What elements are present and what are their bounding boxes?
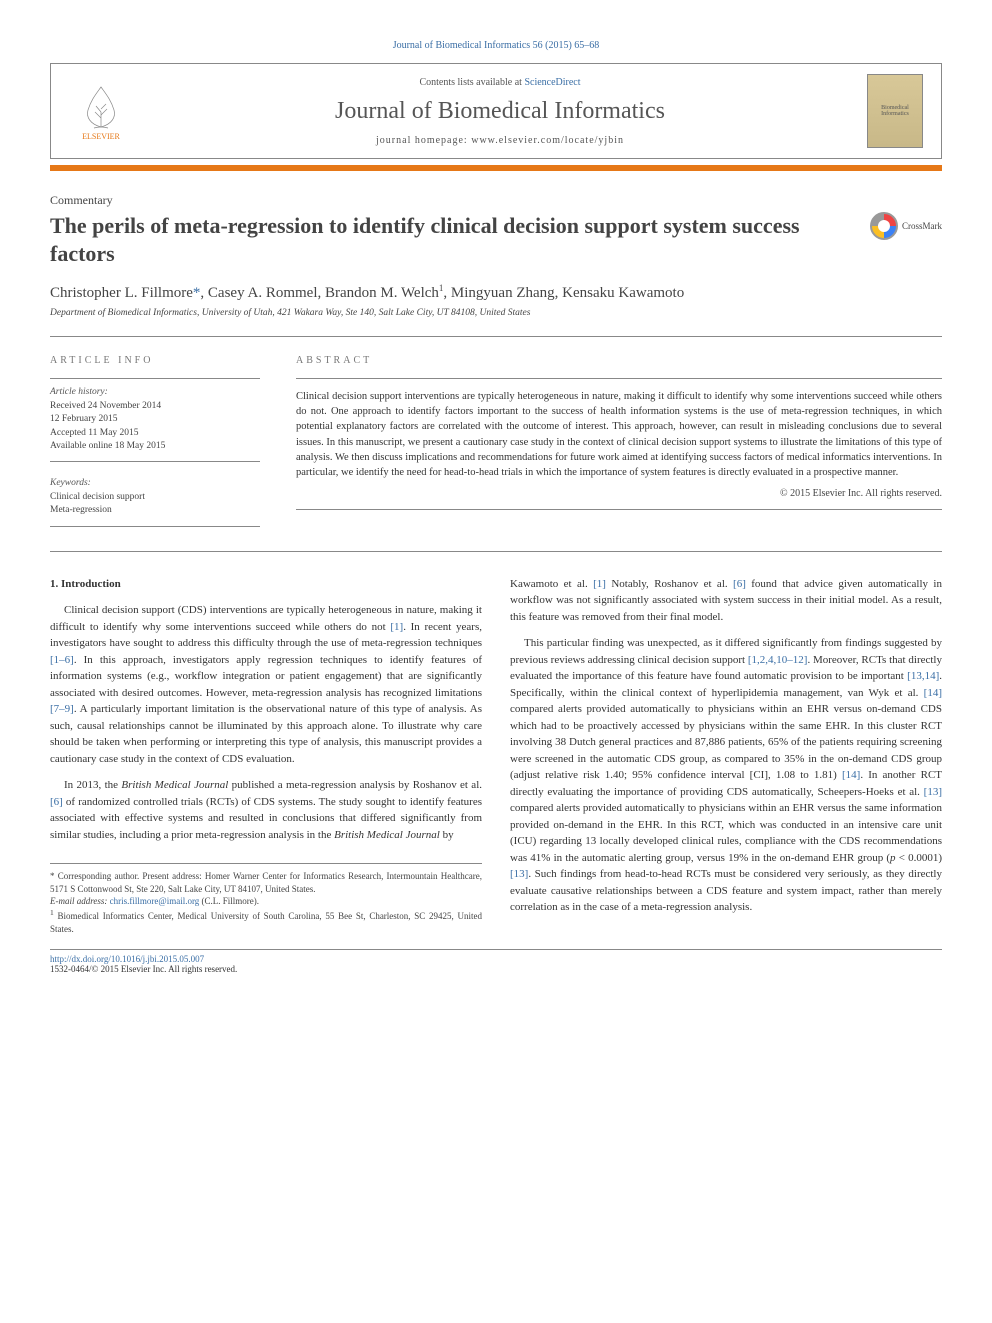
ref-link[interactable]: [14] — [842, 769, 860, 781]
ref-link[interactable]: [13,14] — [907, 670, 939, 682]
contents-line: Contents lists available at ScienceDirec… — [133, 77, 867, 88]
article-type: Commentary — [50, 193, 942, 208]
crossmark-icon — [870, 212, 898, 240]
abstract-copyright: © 2015 Elsevier Inc. All rights reserved… — [296, 488, 942, 499]
crossmark-label: CrossMark — [902, 221, 942, 231]
ref-link[interactable]: [14] — [924, 687, 942, 699]
journal-name: Journal of Biomedical Informatics — [133, 98, 867, 125]
right-column: Kawamoto et al. [1] Notably, Roshanov et… — [510, 576, 942, 935]
right-para-2: This particular finding was unexpected, … — [510, 635, 942, 916]
doi-link[interactable]: http://dx.doi.org/10.1016/j.jbi.2015.05.… — [50, 954, 204, 964]
ref-link[interactable]: [7–9] — [50, 703, 74, 715]
accent-rule — [50, 165, 942, 171]
journal-header: ELSEVIER Contents lists available at Sci… — [50, 63, 942, 159]
history-label: Article history: — [50, 387, 260, 397]
article-title: The perils of meta-regression to identif… — [50, 212, 850, 267]
history-block: Article history: Received 24 November 20… — [50, 378, 260, 527]
homepage-prefix: journal homepage: — [376, 135, 471, 146]
keyword-2: Meta-regression — [50, 504, 260, 517]
affiliation-footnote: 1 Biomedical Informatics Center, Medical… — [50, 908, 482, 935]
intro-para-1: Clinical decision support (CDS) interven… — [50, 602, 482, 767]
right-para-1: Kawamoto et al. [1] Notably, Roshanov et… — [510, 576, 942, 626]
ref-link[interactable]: [13] — [510, 868, 528, 880]
issn-copyright: 1532-0464/© 2015 Elsevier Inc. All right… — [50, 964, 237, 974]
corresponding-footnote: * Corresponding author. Present address:… — [50, 870, 482, 895]
footnotes: * Corresponding author. Present address:… — [50, 863, 482, 935]
elsevier-tree-icon — [76, 82, 126, 132]
homepage-url[interactable]: www.elsevier.com/locate/yjbin — [471, 135, 624, 146]
authors-mid: , Casey A. Rommel, Brandon M. Welch — [200, 285, 439, 301]
keyword-1: Clinical decision support — [50, 491, 260, 504]
left-column: 1. Introduction Clinical decision suppor… — [50, 576, 482, 935]
ref-link[interactable]: [1,2,4,10–12] — [748, 654, 808, 666]
accepted-date: Accepted 11 May 2015 — [50, 427, 260, 440]
title-row: The perils of meta-regression to identif… — [50, 212, 942, 267]
elsevier-label: ELSEVIER — [82, 132, 120, 141]
ref-link[interactable]: [1–6] — [50, 654, 74, 666]
article-info-heading: ARTICLE INFO — [50, 355, 260, 366]
journal-cover-thumbnail: Biomedical Informatics — [867, 74, 923, 148]
contents-prefix: Contents lists available at — [419, 77, 524, 88]
revised-date: 12 February 2015 — [50, 413, 260, 426]
elsevier-logo: ELSEVIER — [69, 76, 133, 146]
ref-link[interactable]: [13] — [924, 786, 942, 798]
abstract-block: ABSTRACT Clinical decision support inter… — [296, 355, 942, 535]
header-center: Contents lists available at ScienceDirec… — [133, 77, 867, 146]
body-columns: 1. Introduction Clinical decision suppor… — [50, 576, 942, 935]
affiliation: Department of Biomedical Informatics, Un… — [50, 308, 942, 318]
intro-para-2: In 2013, the British Medical Journal pub… — [50, 777, 482, 843]
journal-reference: Journal of Biomedical Informatics 56 (20… — [50, 40, 942, 51]
authors: Christopher L. Fillmore*, Casey A. Romme… — [50, 283, 942, 302]
article-info: ARTICLE INFO Article history: Received 2… — [50, 355, 260, 535]
doi-block: http://dx.doi.org/10.1016/j.jbi.2015.05.… — [50, 949, 942, 974]
email-footnote: E-mail address: chris.fillmore@imail.org… — [50, 895, 482, 908]
sciencedirect-link[interactable]: ScienceDirect — [524, 77, 580, 88]
cover-text: Biomedical Informatics — [868, 105, 922, 117]
section-1-heading: 1. Introduction — [50, 576, 482, 593]
ref-link[interactable]: [6] — [50, 796, 63, 808]
abstract-heading: ABSTRACT — [296, 355, 942, 366]
body-rule — [50, 551, 942, 552]
ref-link[interactable]: [6] — [733, 578, 746, 590]
ref-link[interactable]: [1] — [390, 621, 403, 633]
author-1: Christopher L. Fillmore — [50, 285, 193, 301]
authors-tail: , Mingyuan Zhang, Kensaku Kawamoto — [443, 285, 684, 301]
meta-row: ARTICLE INFO Article history: Received 2… — [50, 336, 942, 535]
abstract-text: Clinical decision support interventions … — [296, 389, 942, 480]
ref-link[interactable]: [1] — [593, 578, 606, 590]
received-date: Received 24 November 2014 — [50, 400, 260, 413]
keywords-label: Keywords: — [50, 478, 260, 488]
crossmark-badge[interactable]: CrossMark — [870, 212, 942, 240]
homepage-line: journal homepage: www.elsevier.com/locat… — [133, 135, 867, 146]
online-date: Available online 18 May 2015 — [50, 440, 260, 453]
page: Journal of Biomedical Informatics 56 (20… — [0, 0, 992, 1014]
email-link[interactable]: chris.fillmore@imail.org — [110, 896, 200, 906]
